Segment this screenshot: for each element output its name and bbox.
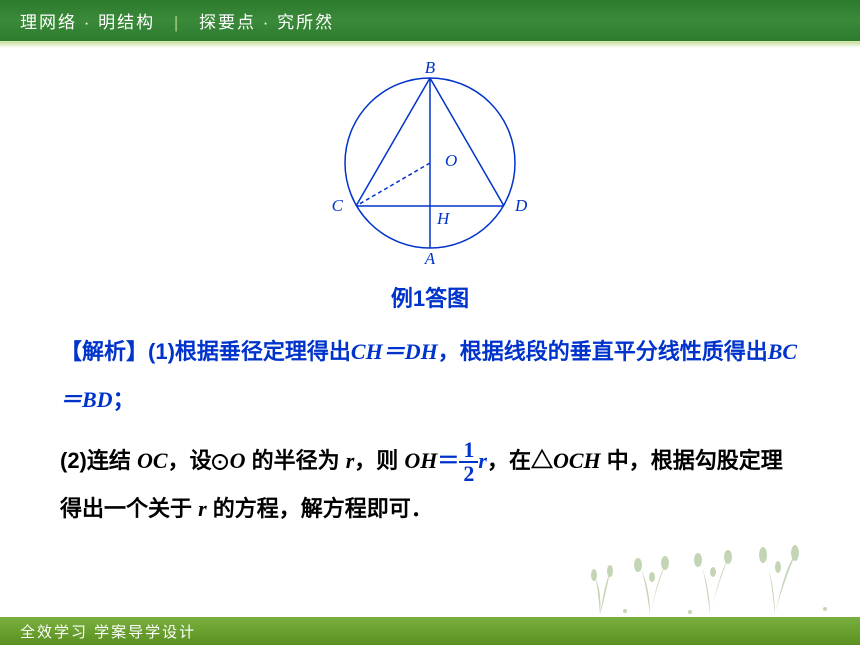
circle-o-icon bbox=[212, 454, 228, 470]
content-area: B O C D H A 例1答图 【解析】(1)根据垂径定理得出CH＝DH，根据… bbox=[0, 48, 860, 534]
p2-end: 的方程，解方程即可． bbox=[207, 496, 433, 521]
p2-r2: r bbox=[478, 448, 487, 473]
frac-num: 1 bbox=[459, 439, 478, 463]
label-O: O bbox=[445, 151, 457, 170]
p2-mid1: ，设 bbox=[168, 448, 212, 473]
p1-end: ； bbox=[113, 387, 135, 412]
label-H: H bbox=[436, 209, 451, 228]
p1-mid: ，根据线段的垂直平分线性质得出 bbox=[438, 339, 768, 364]
p2-pre: (2)连结 bbox=[60, 448, 137, 473]
p2-mid4: ，在△ bbox=[487, 448, 553, 473]
p2-mid3: ，则 bbox=[354, 448, 404, 473]
label-B: B bbox=[425, 58, 436, 77]
header-left: 理网络 · 明结构 bbox=[20, 13, 155, 32]
p1-eq1: CH＝DH bbox=[351, 339, 438, 364]
p2-oc: OC bbox=[137, 448, 168, 473]
header-divider: | bbox=[174, 13, 180, 33]
analysis-label: 【解析】 bbox=[60, 339, 148, 364]
frac-den: 2 bbox=[459, 463, 478, 485]
label-D: D bbox=[514, 196, 528, 215]
geometry-diagram: B O C D H A bbox=[315, 58, 545, 268]
footer-bar: 全效学习 学案导学设计 bbox=[0, 617, 860, 645]
fraction-half: 12 bbox=[459, 439, 478, 485]
p2-o: O bbox=[230, 448, 246, 473]
p2-mid2: 的半径为 bbox=[245, 448, 345, 473]
p2-oh: OH bbox=[404, 448, 437, 473]
p2-och: OCH bbox=[553, 448, 601, 473]
p1-pre: (1)根据垂径定理得出 bbox=[148, 339, 351, 364]
header-bar: 理网络 · 明结构 | 探要点 · 究所然 bbox=[0, 0, 860, 42]
footer-text: 全效学习 学案导学设计 bbox=[20, 624, 196, 641]
label-A: A bbox=[424, 249, 436, 268]
diagram-container: B O C D H A bbox=[40, 58, 820, 273]
p2-r1: r bbox=[346, 448, 355, 473]
analysis-part1: 【解析】(1)根据垂径定理得出CH＝DH，根据线段的垂直平分线性质得出BC＝BD… bbox=[40, 328, 820, 425]
header-right: 探要点 · 究所然 bbox=[199, 13, 334, 32]
plants-decoration bbox=[580, 537, 840, 617]
label-C: C bbox=[332, 196, 344, 215]
p2-r3: r bbox=[198, 496, 207, 521]
analysis-part2: (2)连结 OC，设O 的半径为 r，则 OH＝12r，在△OCH 中，根据勾股… bbox=[40, 437, 820, 534]
p2-eq: ＝ bbox=[437, 448, 459, 473]
diagram-caption: 例1答图 bbox=[40, 281, 820, 313]
